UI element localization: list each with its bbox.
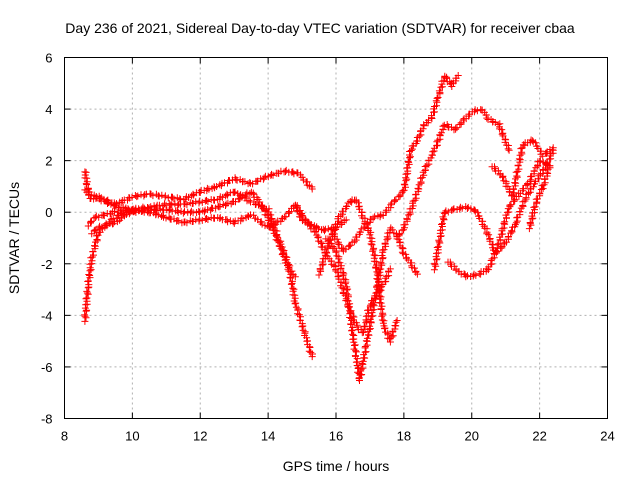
y-tick-label: 0 <box>45 205 52 220</box>
y-axis-label: SDTVAR / TECUs <box>6 182 22 294</box>
x-tick-label: 16 <box>329 429 343 444</box>
plot-frame <box>64 57 608 419</box>
y-tick-label: -2 <box>41 257 53 272</box>
data-markers <box>81 72 557 384</box>
marker-trace <box>81 168 136 214</box>
chart-title: Day 236 of 2021, Sidereal Day-to-day VTE… <box>65 20 575 36</box>
series-sat-m <box>488 136 557 200</box>
x-tick-label: 24 <box>600 429 614 444</box>
x-tick-label: 12 <box>193 429 207 444</box>
marker-trace <box>81 188 299 325</box>
x-tick-label: 20 <box>465 429 479 444</box>
x-tick-label: 10 <box>125 429 139 444</box>
grid <box>64 57 608 419</box>
marker-trace <box>393 106 513 243</box>
series-sat-j <box>393 106 513 243</box>
marker-trace <box>444 157 554 281</box>
y-tick-label: 6 <box>45 51 52 66</box>
marker-trace <box>525 162 554 233</box>
series-sat-e <box>81 168 136 214</box>
x-tick-label: 18 <box>397 429 411 444</box>
series-sat-n <box>525 162 554 233</box>
marker-trace <box>488 136 557 200</box>
y-tick-label: -4 <box>41 308 53 323</box>
series-sat-h <box>322 224 421 384</box>
series-sat-l <box>444 157 554 281</box>
y-tick-label: -6 <box>41 360 53 375</box>
y-tick-label: 4 <box>45 102 52 117</box>
y-tick-label: 2 <box>45 154 52 169</box>
x-tick-label: 22 <box>532 429 546 444</box>
y-tick-label: -8 <box>41 412 53 427</box>
series-sat-d <box>81 188 299 325</box>
series-sat-i <box>329 72 462 255</box>
x-tick-label: 8 <box>61 429 68 444</box>
marker-trace <box>329 72 462 255</box>
x-tick-label: 14 <box>261 429 275 444</box>
marker-trace <box>322 224 421 384</box>
x-axis-label: GPS time / hours <box>283 458 390 474</box>
